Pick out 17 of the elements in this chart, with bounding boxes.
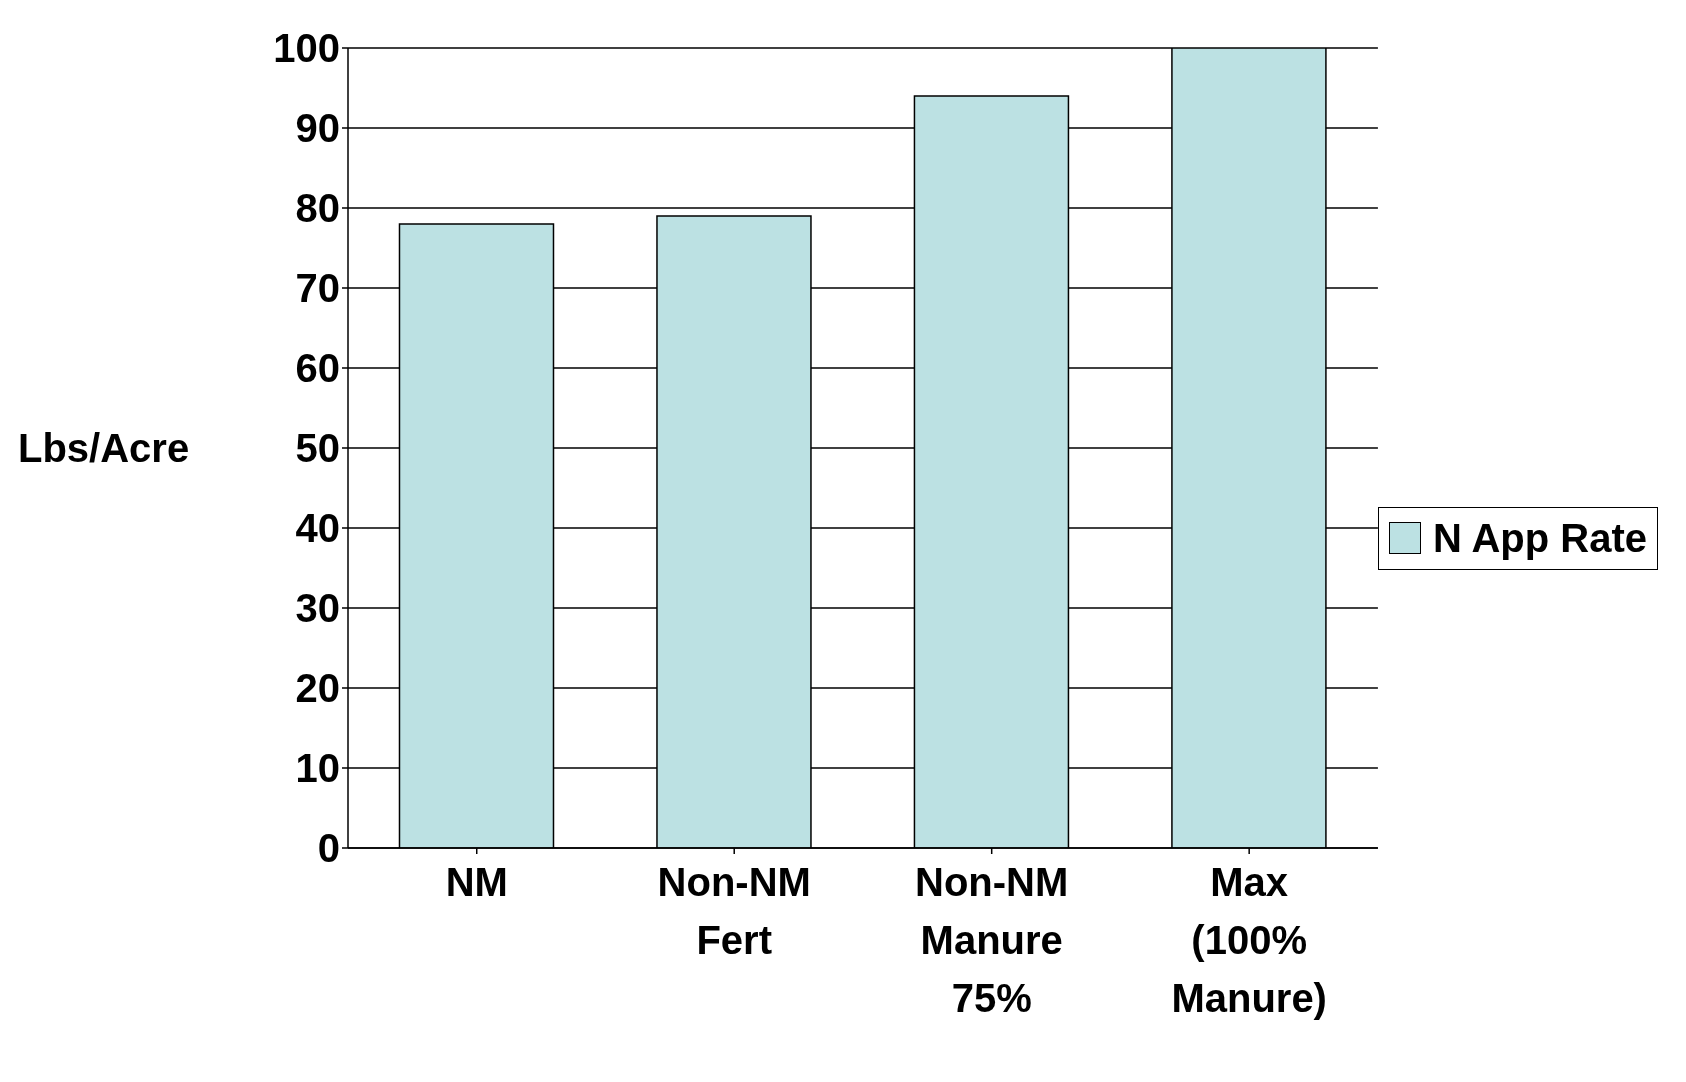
y-tick-label: 90 bbox=[295, 106, 340, 151]
y-tick-label: 50 bbox=[295, 426, 340, 471]
y-tick-label: 40 bbox=[295, 506, 340, 551]
y-tick-label: 60 bbox=[295, 346, 340, 391]
y-tick-label: 20 bbox=[295, 666, 340, 711]
y-tick-label: 70 bbox=[295, 266, 340, 311]
y-tick-label: 30 bbox=[295, 586, 340, 631]
y-tick-label: 80 bbox=[295, 186, 340, 231]
y-axis-title: Lbs/Acre bbox=[18, 426, 190, 471]
y-tick-label: 100 bbox=[273, 26, 340, 71]
x-tick-label: NM bbox=[445, 860, 508, 904]
y-tick-label: 0 bbox=[317, 826, 340, 871]
x-tick-label: Max (100% Manure) bbox=[1171, 860, 1327, 1020]
x-tick-label: Non-NM Fert bbox=[657, 860, 811, 962]
x-tick-label: Non-NM Manure 75% bbox=[915, 860, 1069, 1020]
legend-label: N App Rate bbox=[1432, 515, 1647, 561]
y-tick-label: 10 bbox=[295, 746, 340, 791]
